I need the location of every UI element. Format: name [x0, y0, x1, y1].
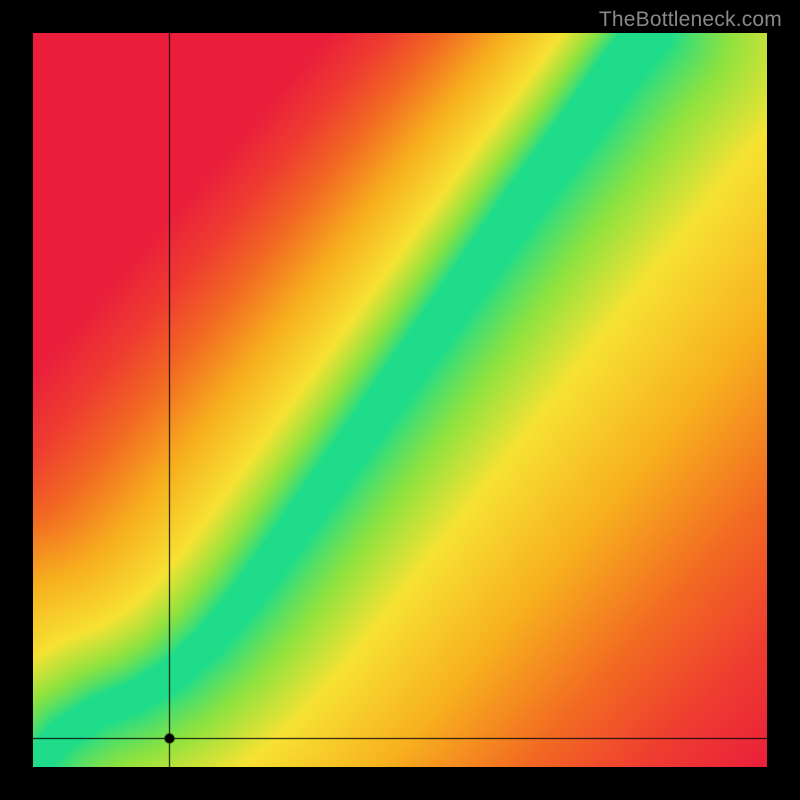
heatmap-canvas — [33, 33, 767, 767]
heatmap-plot — [33, 33, 767, 767]
watermark: TheBottleneck.com — [599, 8, 782, 32]
